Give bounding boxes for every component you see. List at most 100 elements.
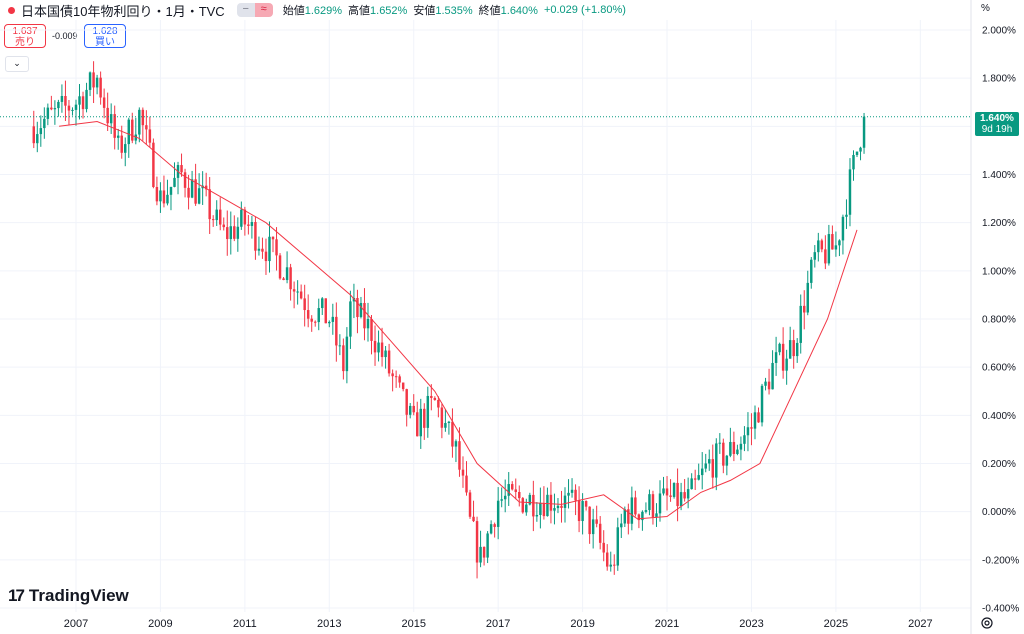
toggle-minus-button[interactable]: −	[236, 3, 255, 17]
candle-body	[503, 495, 507, 500]
candle-body	[437, 400, 440, 408]
candle-body	[672, 482, 676, 497]
candle-body	[310, 318, 313, 322]
candle-body	[401, 382, 405, 390]
candle-body	[99, 77, 102, 98]
candle-body	[60, 96, 64, 102]
candle-body	[134, 134, 138, 141]
candle-body	[518, 491, 521, 499]
candle-body	[303, 298, 306, 311]
sell-button[interactable]: 1.637 売り	[4, 24, 46, 48]
collapse-button[interactable]: ⌄	[5, 56, 29, 72]
candle-body	[468, 492, 472, 517]
candle-body	[359, 302, 363, 318]
toggle-approx-button[interactable]: ≈	[254, 3, 273, 17]
candle-body	[693, 478, 697, 480]
gear-icon[interactable]	[980, 616, 994, 630]
candle-body	[711, 459, 715, 478]
candle-body	[155, 186, 159, 202]
candle-body	[145, 125, 148, 130]
candle-body	[356, 298, 359, 318]
candle-body	[630, 497, 634, 524]
candle-body	[64, 96, 67, 106]
candle-body	[827, 234, 831, 264]
candle-body	[162, 190, 166, 204]
y-tick-label: 1.200%	[982, 218, 1016, 229]
spread-value: -0.009	[52, 31, 78, 41]
candle-body	[489, 524, 493, 534]
candle-body	[335, 316, 338, 346]
candle-body	[838, 240, 841, 246]
candle-body	[349, 301, 352, 337]
candle-body	[394, 376, 398, 378]
bar-countdown: 9d 19h	[981, 124, 1013, 135]
candle-body	[366, 319, 370, 329]
candle-body	[665, 488, 669, 496]
candle-body	[454, 441, 458, 447]
candle-body	[254, 222, 257, 251]
candle-body	[507, 484, 510, 496]
candle-body	[679, 492, 683, 507]
candle-body	[370, 319, 373, 341]
candle-body	[757, 412, 760, 423]
candle-body	[803, 305, 806, 313]
symbol-title[interactable]: 日本国債10年物利回り・1月・TVC	[21, 3, 225, 19]
candle-body	[183, 172, 187, 188]
candle-body	[32, 126, 36, 144]
candle-body	[560, 505, 563, 508]
y-tick-label: 0.200%	[982, 459, 1016, 470]
buy-label: 買い	[95, 37, 115, 48]
candle-body	[444, 423, 447, 428]
candle-body	[609, 564, 612, 567]
candle-body	[662, 488, 665, 494]
candle-body	[219, 209, 222, 225]
candle-body	[475, 521, 479, 563]
x-tick-label: 2015	[401, 618, 425, 630]
candle-body	[338, 345, 342, 347]
candle-body	[595, 519, 598, 524]
candle-body	[708, 459, 711, 464]
candle-body	[577, 500, 581, 522]
candle-body	[542, 502, 546, 517]
candle-body	[204, 185, 208, 190]
candle-body	[634, 497, 637, 515]
candle-body	[36, 134, 39, 144]
y-tick-label: -0.200%	[982, 555, 1019, 566]
candle-body	[511, 484, 514, 490]
indicator-toggle-group[interactable]: − ≈	[236, 3, 273, 17]
candle-body	[549, 494, 553, 511]
tradingview-logo[interactable]: 17 TradingView	[8, 586, 129, 606]
candle-body	[623, 509, 627, 524]
candle-body	[271, 236, 275, 240]
candle-body	[718, 442, 722, 444]
ohlc-close: 終値1.640%	[478, 5, 538, 17]
candle-body	[268, 236, 271, 262]
candle-body	[236, 226, 240, 239]
candle-body	[567, 492, 570, 496]
candle-body	[95, 77, 99, 88]
candle-body	[257, 248, 261, 251]
y-tick-label: 2.000%	[982, 26, 1016, 37]
candle-body	[574, 489, 577, 501]
y-tick-label: 1.800%	[982, 74, 1016, 85]
candle-body	[655, 513, 658, 518]
candle-body	[127, 119, 130, 145]
x-axis[interactable]: 2007 2009 2011 2013 2015 2017 2019 2021 2023 2025…	[64, 618, 933, 630]
buy-button[interactable]: 1.628 買い	[84, 24, 126, 48]
candle-body	[637, 514, 641, 521]
candle-body	[845, 214, 848, 217]
candle-body	[377, 342, 380, 353]
candle-body	[46, 107, 50, 119]
candle-body	[81, 96, 85, 110]
candle-body	[222, 224, 225, 228]
candle-body	[458, 441, 461, 470]
candle-body	[296, 291, 299, 293]
candle-body	[493, 524, 496, 527]
candle-body	[704, 463, 707, 469]
candle-body	[180, 165, 183, 173]
candle-body	[85, 89, 88, 110]
candle-body	[440, 407, 444, 428]
candles-layer	[32, 61, 866, 579]
x-tick-label: 2019	[570, 618, 594, 630]
